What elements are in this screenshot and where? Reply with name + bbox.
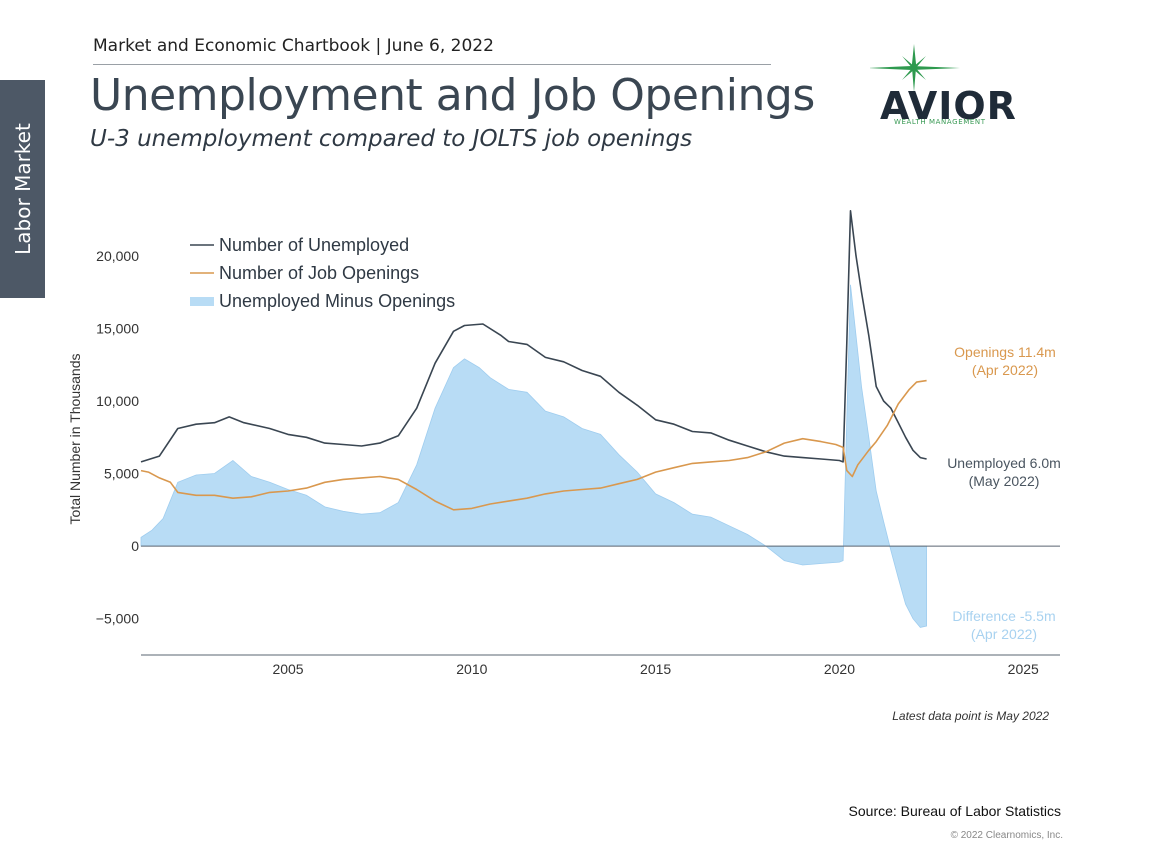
- legend-label: Number of Job Openings: [219, 263, 419, 283]
- brand-logo-tagline: WEALTH MANAGEMENT: [894, 118, 986, 126]
- x-tick-label: 2015: [640, 661, 671, 677]
- y-tick-label: 0: [131, 538, 139, 554]
- series-annotation: (Apr 2022): [971, 626, 1037, 642]
- x-tick-label: 2025: [1008, 661, 1039, 677]
- line-series-unemployed: [140, 210, 927, 463]
- y-tick-label: −5,000: [96, 611, 139, 627]
- y-tick-label: 5,000: [104, 466, 139, 482]
- line-series-job-openings: [140, 379, 927, 511]
- latest-data-note: Latest data point is May 2022: [892, 709, 1049, 723]
- y-tick-label: 15,000: [96, 320, 139, 336]
- series-annotation: (May 2022): [969, 473, 1040, 489]
- x-tick-label: 2010: [456, 661, 487, 677]
- source-note: Source: Bureau of Labor Statistics: [848, 803, 1061, 819]
- series-annotation: Unemployed 6.0m: [947, 455, 1061, 471]
- legend-swatch: [190, 297, 214, 306]
- area-series-unemployed-minus-openings: [140, 284, 928, 628]
- series-annotation: Difference -5.5m: [952, 608, 1055, 624]
- section-tab: Labor Market: [0, 80, 45, 298]
- y-axis-label: Total Number in Thousands: [67, 354, 83, 525]
- legend-label: Number of Unemployed: [219, 235, 409, 255]
- y-tick-label: 10,000: [96, 393, 139, 409]
- header-divider: [93, 64, 771, 65]
- brand-logo-name: AVIOR: [880, 84, 1017, 128]
- page-title: Unemployment and Job Openings: [90, 70, 815, 121]
- chartbook-header: Market and Economic Chartbook | June 6, …: [93, 36, 494, 56]
- x-tick-label: 2020: [824, 661, 855, 677]
- series-annotation: Openings 11.4m: [954, 344, 1056, 360]
- page-subtitle: U-3 unemployment compared to JOLTS job o…: [90, 126, 693, 152]
- star-logo-icon: [870, 44, 960, 92]
- series-annotation: (Apr 2022): [972, 362, 1038, 378]
- copyright-note: © 2022 Clearnomics, Inc.: [950, 830, 1063, 841]
- legend-label: Unemployed Minus Openings: [219, 291, 455, 311]
- y-tick-label: 20,000: [96, 248, 139, 264]
- x-tick-label: 2005: [272, 661, 303, 677]
